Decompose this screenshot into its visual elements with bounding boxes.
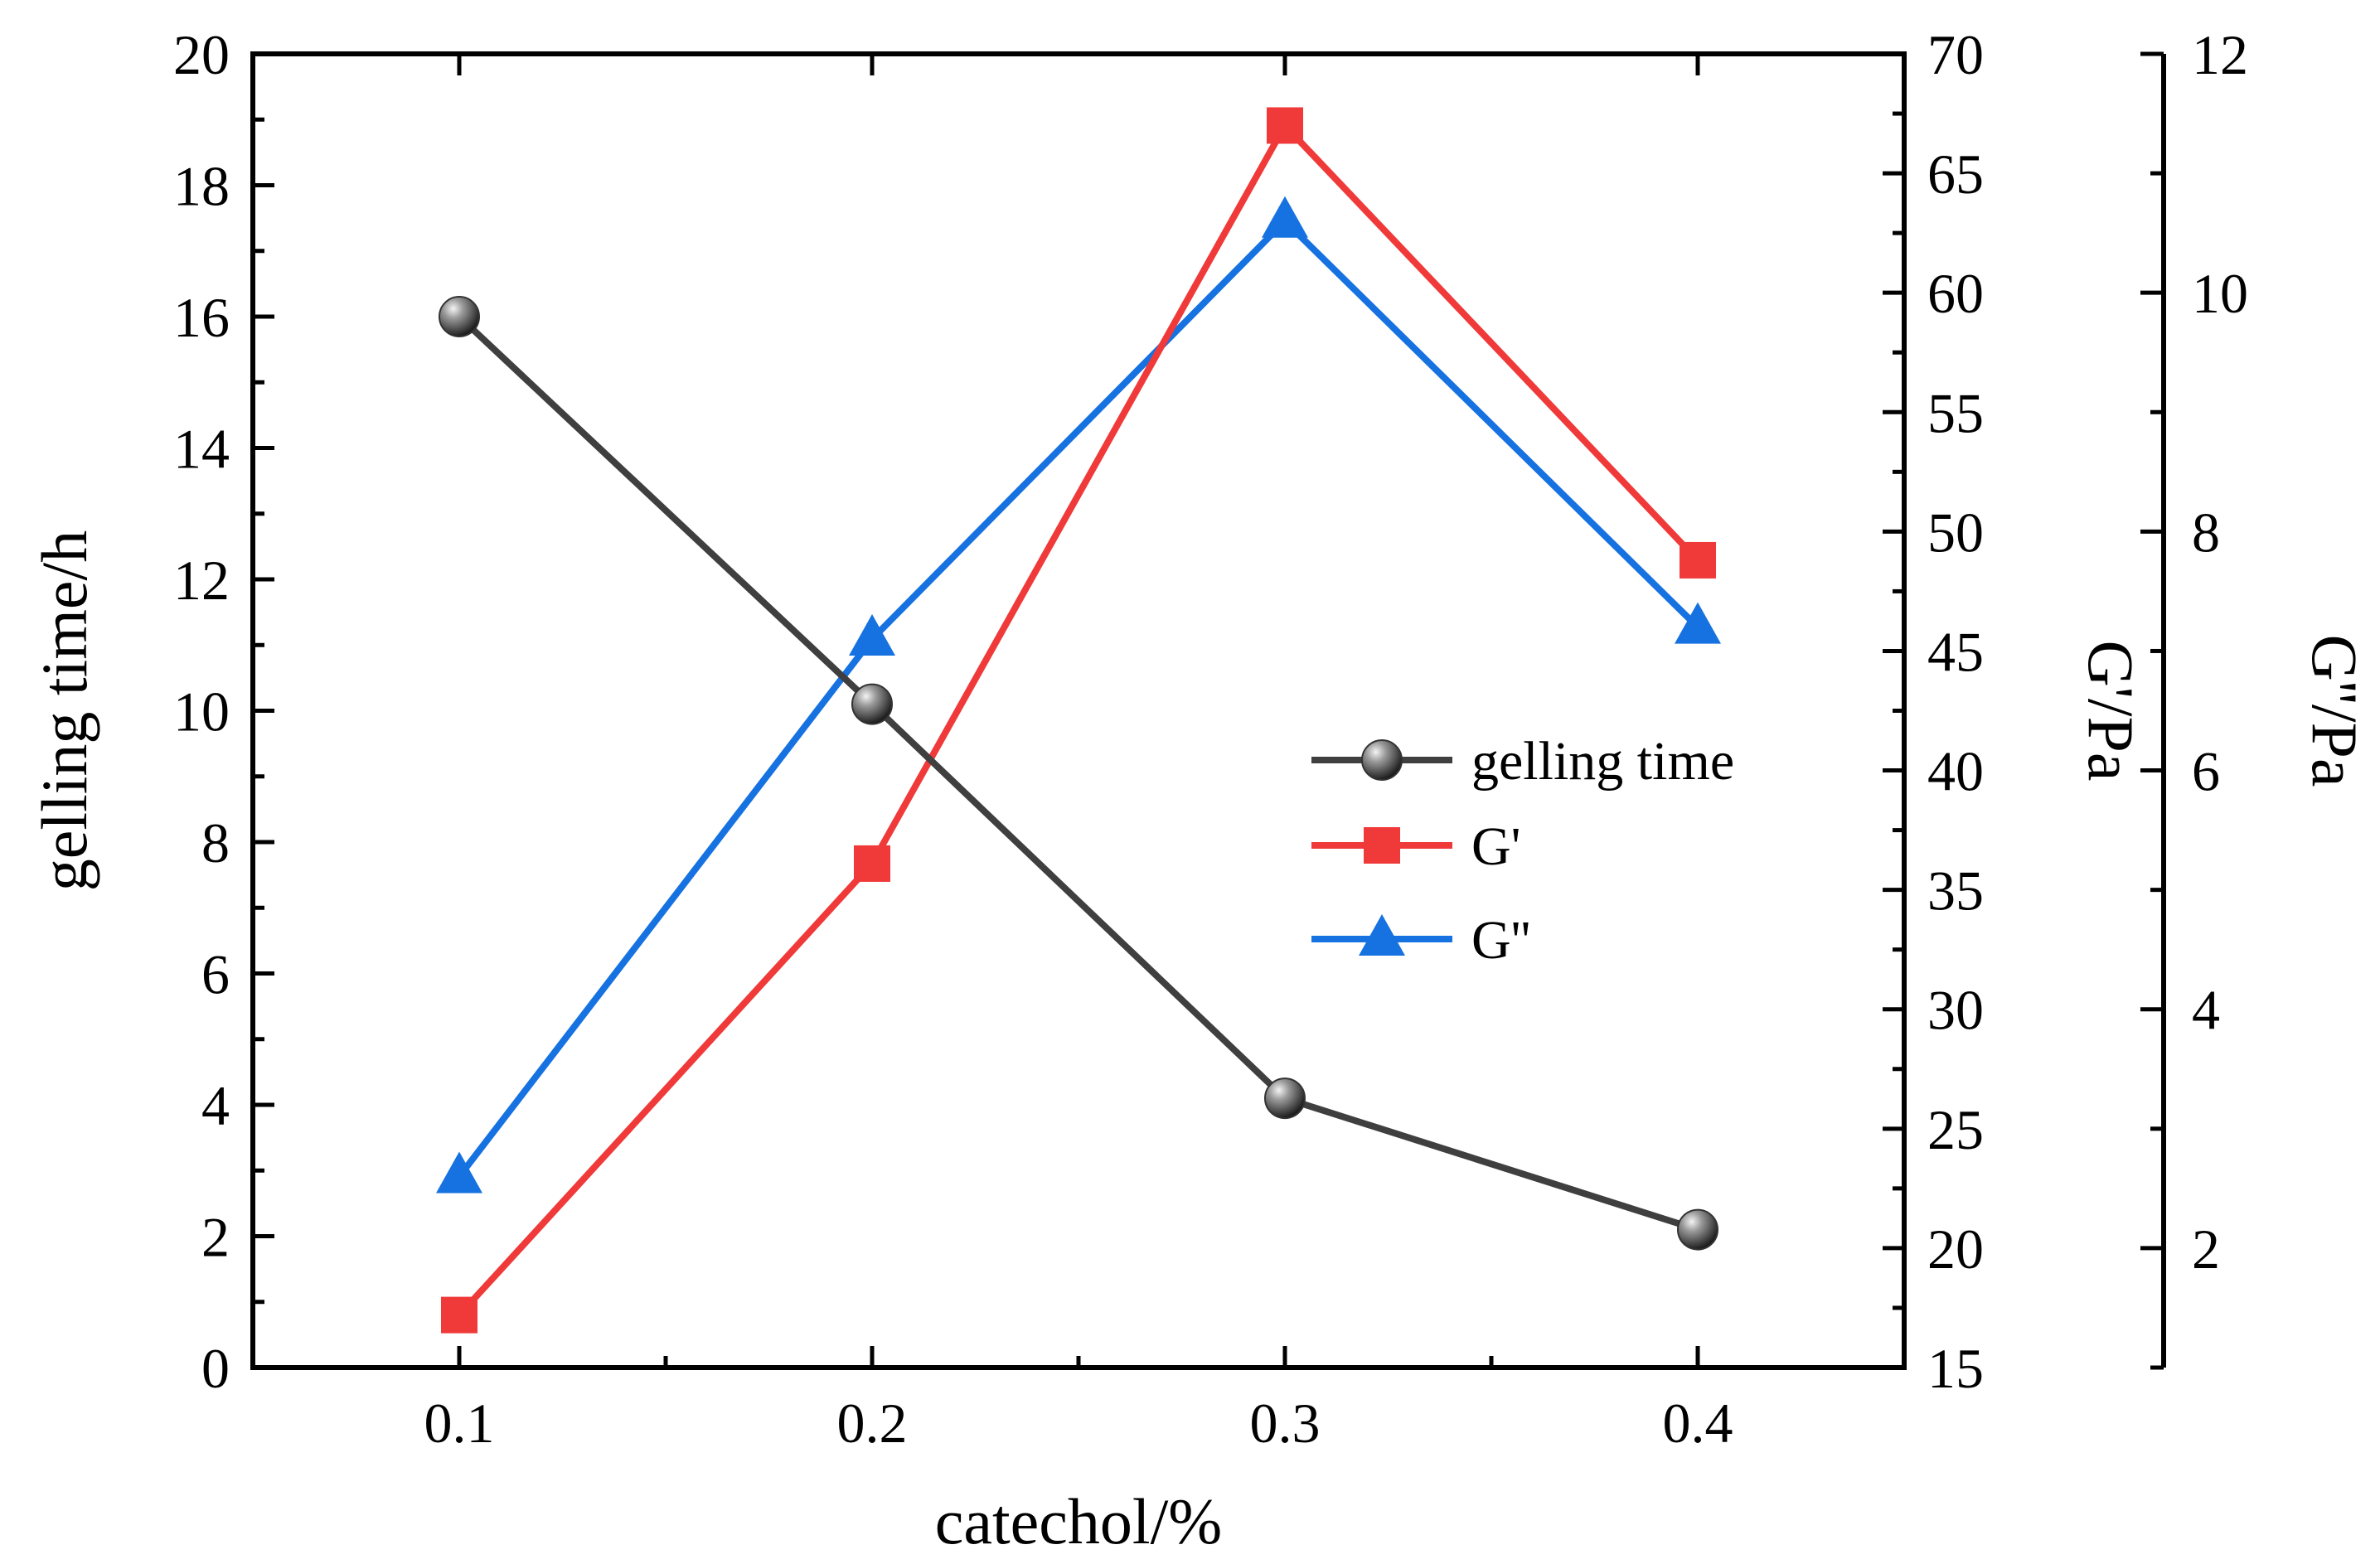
data-point-sphere: [1264, 1077, 1306, 1120]
left-tick-label: 12: [173, 549, 230, 612]
data-point-triangle: [1262, 196, 1308, 238]
data-point-triangle: [436, 1151, 482, 1194]
right1-tick-label: 60: [1927, 262, 1984, 325]
right1-tick-label: 45: [1927, 620, 1984, 683]
right2-tick-label: 4: [2192, 979, 2220, 1042]
right2-axis-title: G''/Pa: [2299, 634, 2371, 787]
right2-tick-label: 12: [2192, 23, 2248, 86]
right2-tick-label: 8: [2192, 501, 2220, 564]
right1-tick-label: 35: [1927, 859, 1984, 922]
left-tick-label: 8: [201, 811, 230, 874]
data-point-triangle: [849, 614, 895, 656]
right1-tick-label: 30: [1927, 979, 1984, 1042]
series-line-sphere: [457, 314, 1699, 1233]
right1-tick-label: 15: [1927, 1337, 1984, 1400]
right1-tick-label: 55: [1927, 381, 1984, 444]
legend-marker-square: [1364, 827, 1400, 864]
x-tick-label: 0.4: [1663, 1392, 1733, 1455]
left-tick-label: 20: [173, 23, 230, 86]
x-axis-title: catechol/%: [935, 1485, 1222, 1557]
left-tick-label: 14: [173, 418, 230, 481]
right2-tick-label: 10: [2192, 262, 2248, 325]
series-line-triangle: [456, 216, 1700, 1179]
series-line-square: [457, 119, 1700, 1318]
data-point-square: [1267, 107, 1303, 144]
legend-label-square: G': [1471, 816, 1521, 877]
left-axis-title: gelling time/h: [28, 530, 100, 891]
right1-tick-label: 25: [1927, 1098, 1984, 1161]
right1-tick-label: 40: [1927, 740, 1984, 803]
data-point-sphere: [1677, 1208, 1718, 1251]
right1-tick-label: 50: [1927, 501, 1984, 564]
right1-tick-label: 65: [1927, 143, 1984, 206]
data-point-square: [1680, 541, 1716, 579]
legend-marker-triangle: [1359, 914, 1405, 956]
right2-tick-label: 6: [2192, 740, 2220, 803]
left-tick-label: 10: [173, 680, 230, 743]
legend-label-triangle: G'': [1471, 910, 1530, 971]
left-tick-label: 16: [173, 286, 230, 349]
data-point-sphere: [851, 683, 893, 725]
legend-label-sphere: gelling time: [1471, 731, 1734, 792]
legend-marker-sphere: [1361, 739, 1403, 781]
data-point-triangle: [1675, 602, 1721, 644]
left-tick-label: 6: [201, 943, 230, 1006]
left-tick-label: 0: [201, 1337, 230, 1400]
x-tick-label: 0.2: [837, 1392, 908, 1455]
left-tick-label: 4: [201, 1074, 230, 1137]
x-tick-label: 0.3: [1250, 1392, 1321, 1455]
x-tick-label: 0.1: [424, 1392, 495, 1455]
data-point-square: [441, 1296, 477, 1334]
right1-tick-label: 70: [1927, 23, 1984, 86]
right1-tick-label: 20: [1927, 1218, 1984, 1281]
data-point-sphere: [439, 296, 480, 337]
data-point-square: [854, 845, 890, 882]
left-tick-label: 18: [173, 155, 230, 218]
left-tick-label: 2: [201, 1206, 230, 1269]
right1-axis-title: G'/Pa: [2075, 640, 2147, 781]
right2-tick-label: 2: [2192, 1218, 2220, 1281]
plot-frame: [250, 51, 1907, 1370]
